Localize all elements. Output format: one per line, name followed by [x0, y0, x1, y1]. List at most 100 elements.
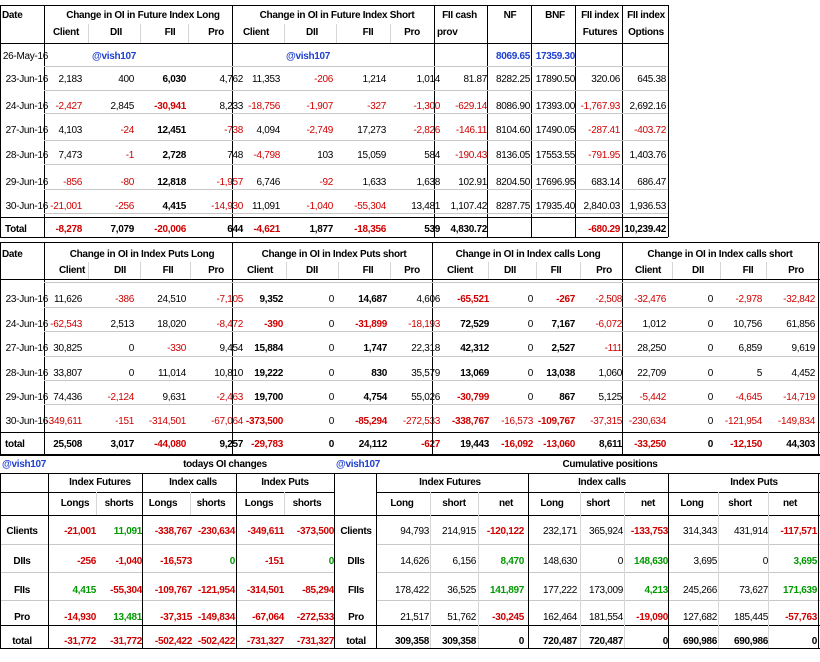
- data-cell: 30,825: [53, 343, 82, 354]
- total-cell: -33,250: [634, 439, 666, 450]
- data-cell: 173,009: [588, 585, 623, 596]
- data-cell: -18,193: [408, 319, 440, 330]
- total-cell: 10,239.42: [624, 224, 666, 235]
- data-cell: 686.47: [637, 177, 666, 188]
- grid-line: [44, 331, 818, 332]
- grid-line: [376, 600, 820, 601]
- data-cell: 5,125: [598, 392, 622, 403]
- data-cell: -37,315: [590, 416, 622, 427]
- data-cell: 9,631: [162, 392, 186, 403]
- grid-line: [0, 5, 1, 237]
- data-cell: 36,525: [447, 585, 476, 596]
- data-cell: -24: [120, 125, 134, 136]
- data-cell: 0: [527, 392, 534, 403]
- data-cell: 720,487: [588, 636, 623, 647]
- data-cell: 0: [617, 556, 624, 567]
- data-cell: 7,167: [551, 319, 575, 330]
- total-label: total: [5, 439, 25, 450]
- data-cell: 3,695: [693, 556, 717, 567]
- data-cell: -349,611: [45, 416, 83, 427]
- data-cell: 0: [662, 636, 669, 647]
- grid-line: [376, 544, 820, 545]
- data-cell: 1,012: [642, 319, 666, 330]
- total-cell: 644: [227, 224, 243, 235]
- data-cell: -21,001: [50, 201, 82, 212]
- group-index-puts: Index Puts: [261, 477, 309, 488]
- grid-line: [334, 515, 820, 516]
- data-cell: -121,954: [197, 585, 235, 596]
- grid-line: [284, 24, 285, 43]
- subheader-client: Client: [53, 27, 79, 38]
- grid-line: [96, 492, 97, 515]
- data-cell: -32,476: [634, 294, 666, 305]
- data-cell: -230,634: [197, 526, 235, 537]
- data-cell: 22,709: [637, 368, 666, 379]
- data-cell: 18,020: [157, 319, 186, 330]
- data-cell: 162,464: [542, 612, 577, 623]
- data-cell: -149,834: [197, 612, 235, 623]
- subheader: shorts: [292, 498, 322, 509]
- data-cell: 8287.75: [495, 201, 530, 212]
- data-cell: 0: [762, 556, 769, 567]
- data-cell: 72,529: [460, 319, 489, 330]
- grid-line: [531, 5, 532, 237]
- data-cell: -373,500: [296, 526, 334, 537]
- data-cell: -1,957: [216, 177, 243, 188]
- group-index-calls: Index calls: [169, 477, 217, 488]
- data-cell: -338,767: [451, 416, 489, 427]
- grid-line: [336, 24, 337, 43]
- data-cell: 1,638: [416, 177, 440, 188]
- data-cell: 8104.60: [495, 125, 530, 136]
- data-cell: 33,807: [53, 368, 82, 379]
- data-cell: -256: [77, 556, 96, 567]
- data-cell: -31,899: [355, 319, 387, 330]
- grid-line: [44, 66, 668, 67]
- subheader: shorts: [196, 498, 226, 509]
- data-cell: 4,606: [416, 294, 440, 305]
- row-label: FIIs: [13, 585, 31, 596]
- row-label: Pro: [348, 612, 364, 623]
- subheader-dii: DII: [306, 27, 318, 38]
- grid-line: [766, 262, 767, 279]
- data-cell: 5: [756, 368, 763, 379]
- subheader-fii: FII: [164, 27, 176, 38]
- row-label: total: [346, 636, 366, 647]
- grid-line: [44, 90, 668, 91]
- header-future-short: Change in OI in Future Index Short: [259, 10, 415, 21]
- data-cell: -502,422: [154, 636, 192, 647]
- header-puts-short: Change in OI in Index Puts short: [261, 249, 407, 260]
- data-cell: 400: [118, 74, 134, 85]
- data-cell: -267: [556, 294, 575, 305]
- data-cell: -314,501: [148, 416, 186, 427]
- grid-line: [478, 492, 479, 648]
- data-cell: 2,728: [162, 150, 186, 161]
- data-cell: -256: [115, 201, 134, 212]
- data-cell: -85,294: [355, 416, 387, 427]
- subheader-dii: DII: [110, 27, 122, 38]
- header-date: Date: [2, 10, 23, 21]
- data-cell: 8086.90: [495, 101, 530, 112]
- total-cell: -8,278: [55, 224, 82, 235]
- data-cell: -14,719: [783, 392, 815, 403]
- total-cell: 8,611: [599, 439, 622, 450]
- grid-line: [0, 454, 820, 455]
- data-cell: 0: [811, 636, 818, 647]
- data-cell: 81.87: [463, 74, 487, 85]
- grid-line: [390, 262, 391, 279]
- grid-line: [818, 242, 819, 454]
- grid-line: [0, 473, 1, 648]
- row-date: 28-Jun-16: [5, 150, 49, 161]
- subheader: net: [498, 498, 514, 509]
- data-cell: 6,030: [162, 74, 186, 85]
- data-cell: 148,630: [633, 556, 668, 567]
- data-cell: 148,630: [542, 556, 577, 567]
- grid-line: [0, 242, 1, 454]
- row-date: 29-Jun-16: [5, 177, 49, 188]
- subheader-pro: Pro: [208, 27, 224, 38]
- data-cell: 0: [707, 416, 714, 427]
- data-cell: 24,510: [157, 294, 186, 305]
- data-cell: -2,978: [735, 294, 762, 305]
- data-cell: 51,762: [447, 612, 476, 623]
- grid-line: [818, 473, 819, 648]
- grid-line: [44, 380, 818, 381]
